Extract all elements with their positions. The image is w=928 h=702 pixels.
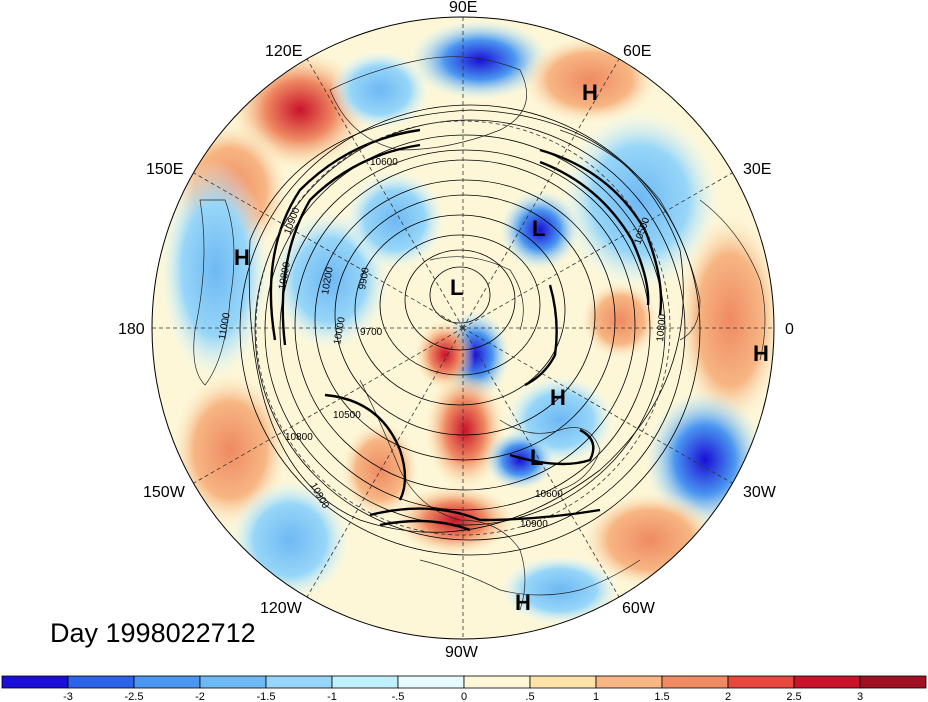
contour-labels: 10600 10900 10800 10200 10000 9900 9700 … <box>217 157 668 530</box>
colorbar-tick-label: 1.5 <box>654 691 669 702</box>
high-center: H <box>582 80 598 105</box>
contour-label: 11000 <box>217 312 233 341</box>
lon-label-180: 180 <box>118 321 145 338</box>
map-title: Day 1998022712 <box>50 618 256 648</box>
contour-label: 9900 <box>357 266 372 290</box>
colorbar-box <box>463 675 531 689</box>
colorbar-box <box>661 675 729 689</box>
lon-label-90e: 90E <box>449 0 477 16</box>
low-center: L <box>532 216 545 241</box>
contour-label: 10000 <box>332 316 348 346</box>
colorbar-tick-label: -1.5 <box>257 691 276 702</box>
contour-label: 10500 <box>333 410 361 421</box>
graticule <box>152 17 774 639</box>
contour-label: 10600 <box>535 489 563 500</box>
colorbar-box <box>265 675 333 689</box>
colorbar-box <box>595 675 663 689</box>
map-border <box>151 16 775 640</box>
colorbar-box <box>67 675 135 689</box>
lon-label-90w: 90W <box>445 644 479 661</box>
lon-label-30e: 30E <box>743 161 771 178</box>
contour-label: 10900 <box>520 519 548 530</box>
contour-label: 10800 <box>277 261 293 291</box>
colorbar-box <box>793 675 861 689</box>
height-contours <box>239 104 701 556</box>
colorbar-box <box>727 675 795 689</box>
high-center: H <box>234 245 250 270</box>
colorbar-tick-label: 3 <box>857 691 863 702</box>
colorbar-tick-label: -2.5 <box>125 691 144 702</box>
longitude-labels: 90E 60E 30E 0 30W 60W 90W 120W 150W 180 … <box>118 0 794 661</box>
lon-label-120w: 120W <box>260 600 303 617</box>
contour-label: 9700 <box>360 327 383 338</box>
lon-label-0: 0 <box>785 321 794 338</box>
contour-label: 10200 <box>320 266 336 296</box>
coastlines <box>193 56 766 611</box>
contour-label: 10800 <box>655 313 668 342</box>
high-center: H <box>515 590 531 615</box>
colorbar: -3 -2.5 -2 -1.5 -1 -.5 0 .5 1 1.5 2 2.5 3 <box>1 675 927 702</box>
colorbar-box <box>859 675 927 689</box>
high-center: H <box>753 341 769 366</box>
colorbar-tick-label: 2.5 <box>786 691 801 702</box>
colorbar-tick-label: -.5 <box>392 691 405 702</box>
low-center: L <box>450 275 463 300</box>
jet-contours <box>269 128 663 532</box>
colorbar-box <box>331 675 399 689</box>
lon-label-120e: 120E <box>265 43 302 60</box>
colorbar-tick-label: 1 <box>593 691 599 702</box>
colorbar-box <box>397 675 465 689</box>
lon-label-30w: 30W <box>743 484 777 501</box>
contour-label: 10800 <box>285 432 313 443</box>
lon-label-150w: 150W <box>143 484 186 501</box>
pressure-centers: H H H H H L L L <box>234 80 769 615</box>
colorbar-box <box>199 675 267 689</box>
lon-label-150e: 150E <box>146 161 183 178</box>
contour-label: 10600 <box>370 157 398 168</box>
lon-label-60w: 60W <box>622 600 656 617</box>
lon-label-60e: 60E <box>623 43 651 60</box>
colorbar-box <box>529 675 597 689</box>
colorbar-tick-label: .5 <box>525 691 534 702</box>
colorbar-tick-label: 2 <box>725 691 731 702</box>
high-center: H <box>550 385 566 410</box>
low-center: L <box>530 445 543 470</box>
colorbar-tick-label: 0 <box>461 691 467 702</box>
colorbar-tick-label: -1 <box>327 691 337 702</box>
colorbar-tick-label: -3 <box>63 691 73 702</box>
colorbar-box <box>133 675 201 689</box>
colorbar-tick-label: -2 <box>195 691 205 702</box>
colorbar-box <box>1 675 69 689</box>
